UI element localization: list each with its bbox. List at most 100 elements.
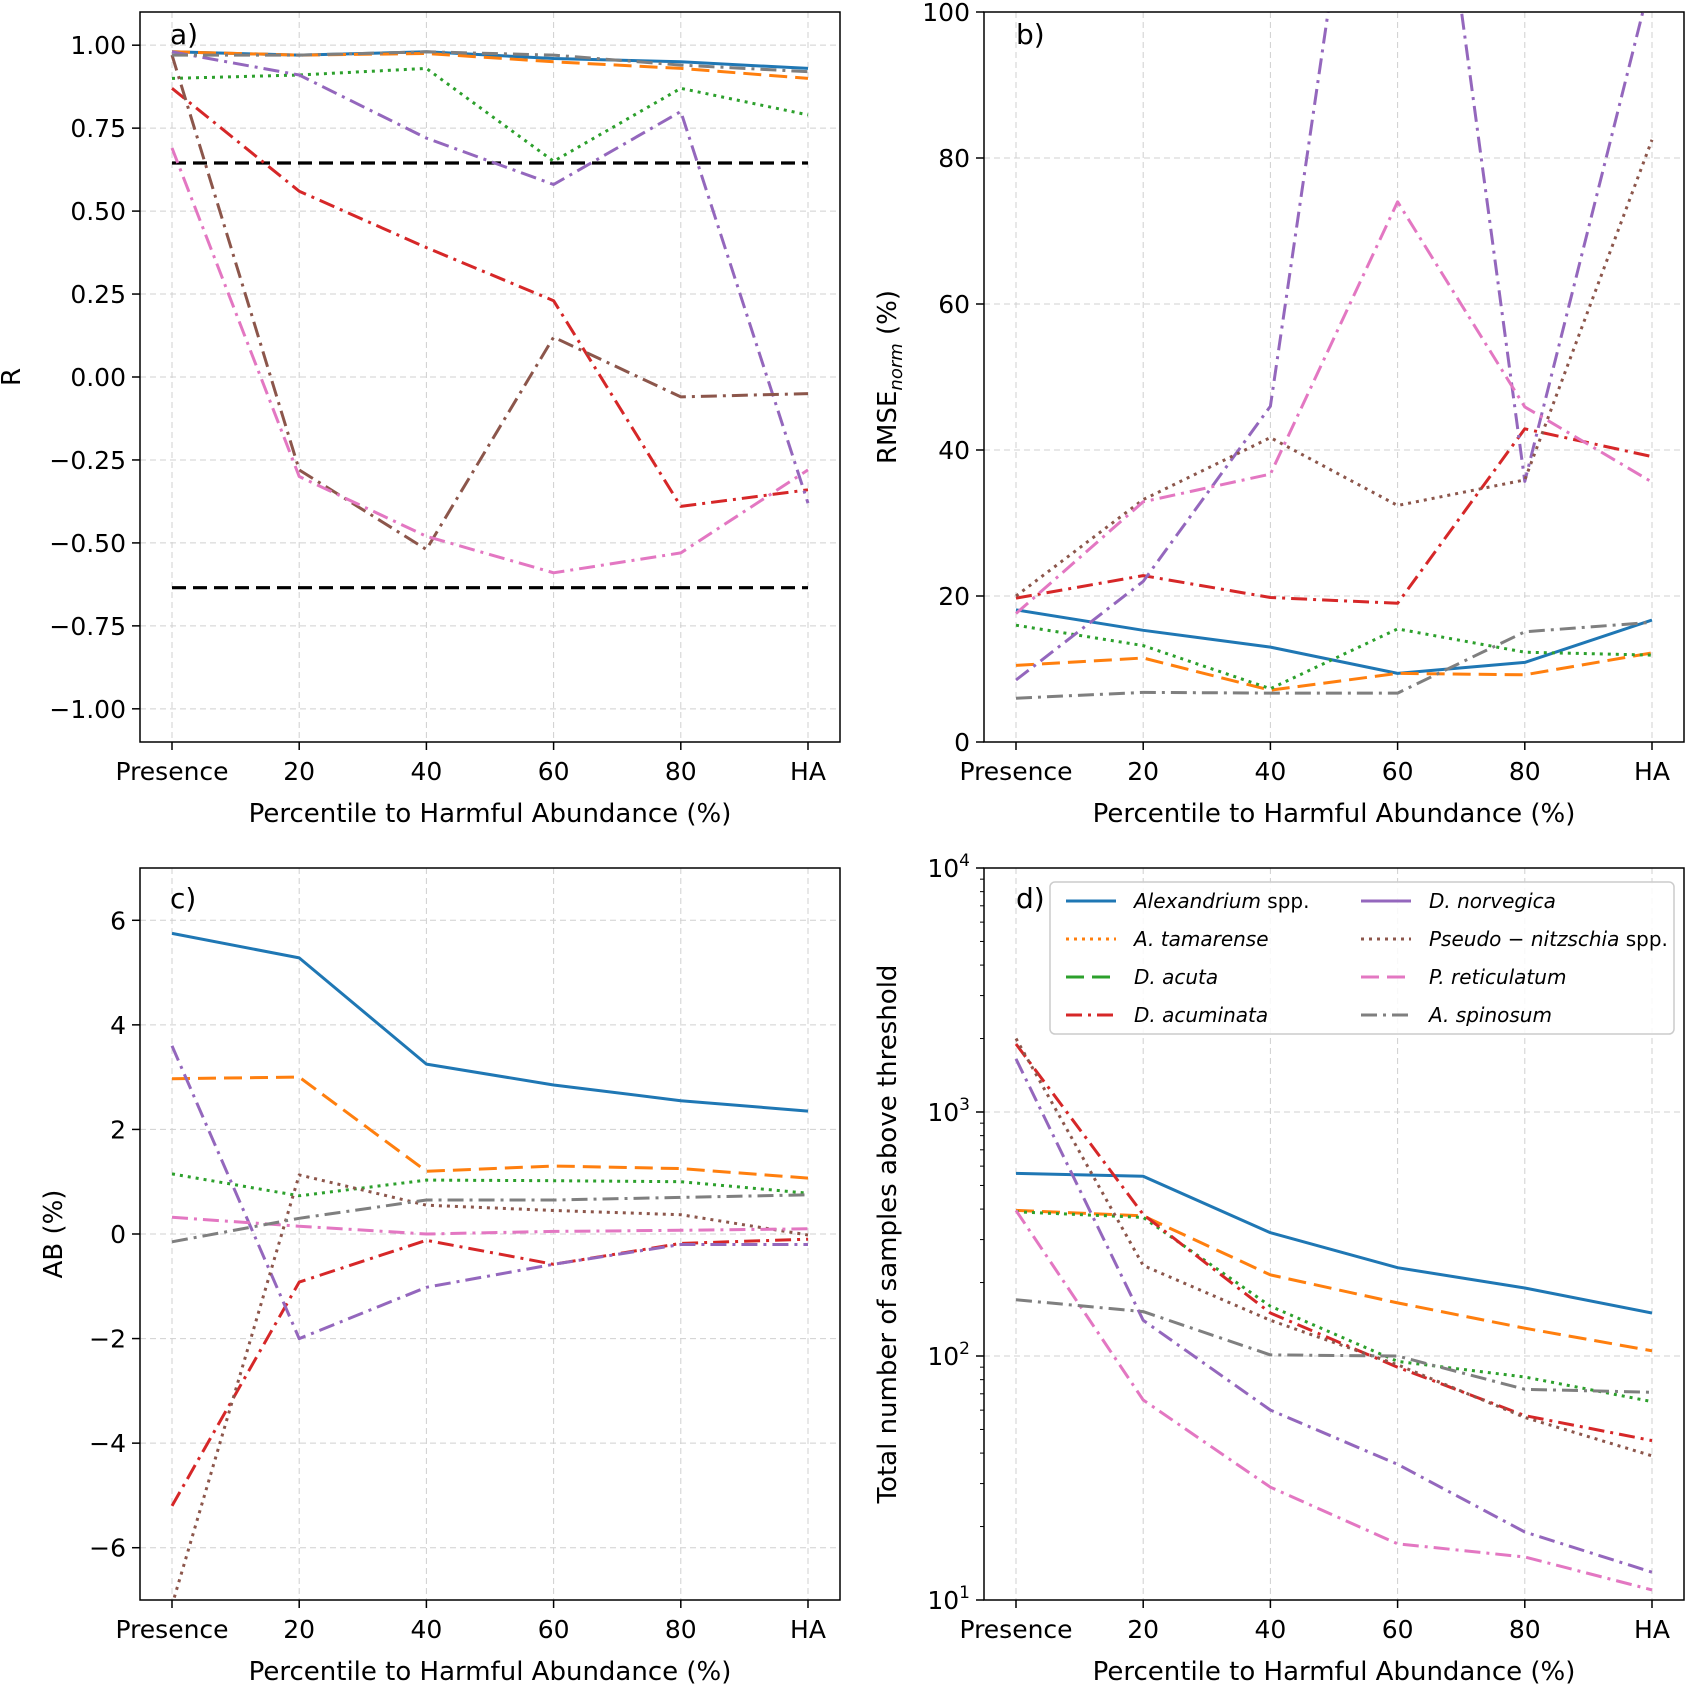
legend-label: D. acuminata	[1134, 1003, 1268, 1027]
y-axis-label: Total number of samples above threshold	[873, 965, 903, 1505]
series-line-2	[1015, 651, 1653, 692]
y-axis-label: RMSEnorm (%)	[873, 290, 907, 464]
x-tick-label: 80	[665, 757, 697, 786]
grid	[984, 11, 1684, 743]
series-line-3	[1015, 623, 1653, 691]
y-tick-label: 0	[110, 1220, 126, 1249]
series-line-7	[171, 1215, 809, 1236]
series-line-1	[1015, 1171, 1653, 1315]
x-tick-label: 80	[1509, 757, 1541, 786]
series-group	[1015, 12, 1654, 700]
x-tick-label: Presence	[115, 1615, 228, 1644]
panel-label: d)	[1016, 882, 1045, 915]
x-tick-label: 60	[1382, 1615, 1414, 1644]
series-line-3	[171, 66, 809, 163]
series-line-7	[1014, 1209, 1653, 1592]
legend-label: D. acuta	[1134, 965, 1218, 989]
plot-frame	[983, 867, 1685, 1601]
series-line-2	[1015, 1208, 1653, 1353]
legend-label: Pseudo − nitzschia spp.	[1429, 927, 1668, 951]
x-tick-label: Presence	[959, 1615, 1072, 1644]
x-tick-label: Presence	[959, 757, 1072, 786]
x-axis-label: Percentile to Harmful Abundance (%)	[249, 1657, 732, 1685]
legend-label: Alexandrium spp.	[1132, 889, 1309, 913]
series-line-4	[1014, 1043, 1653, 1443]
series-group	[170, 50, 810, 575]
x-tick-label: HA	[790, 1615, 826, 1644]
y-axis-label: R	[0, 368, 27, 386]
y-tick-label: −2	[89, 1325, 126, 1354]
series-line-5	[170, 1045, 808, 1341]
panel-c: Presence 20 40 60 80 HA −6 −4 −2 0 2 4 6 Percentile t…	[39, 867, 841, 1685]
x-tick-label: 20	[283, 1615, 315, 1644]
y-tick-label: −0.75	[49, 612, 126, 641]
x-tick-label: 40	[1254, 757, 1286, 786]
legend-frame	[1049, 881, 1675, 1035]
y-tick-label: 0.25	[70, 280, 126, 309]
legend-label: A. tamarense	[1132, 927, 1269, 951]
y-tick-label: 6	[110, 906, 126, 935]
y-tick-label: 104	[927, 851, 970, 883]
series-line-6	[170, 54, 809, 551]
y-tick-label: 0.00	[70, 363, 126, 392]
series-line-1	[171, 931, 809, 1113]
series-line-8	[1015, 1298, 1653, 1394]
y-tick-label: 2	[110, 1115, 126, 1144]
panel-d: Presence 20 40 60 80 HA 101 102 103 104 Percentile…	[873, 851, 1685, 1685]
y-tick-label: −6	[89, 1534, 126, 1563]
y-axis-label: AB (%)	[39, 1190, 69, 1279]
y-tick-label: 0.75	[70, 114, 126, 143]
y-tick-label: 0	[954, 728, 970, 757]
x-tick-label: HA	[1634, 1615, 1670, 1644]
series-line-4	[170, 1237, 809, 1507]
y-tick-label: 102	[927, 1339, 970, 1371]
y-tick-label: 20	[938, 582, 970, 611]
series-line-6	[1014, 1037, 1653, 1458]
legend: Alexandrium spp. A. tamarense D. acuta D. a…	[1049, 881, 1675, 1035]
x-axis-label: Percentile to Harmful Abundance (%)	[1093, 1657, 1576, 1685]
series-line-8	[171, 1193, 809, 1244]
series-line-3	[171, 1172, 809, 1198]
y-tick-label: −4	[89, 1429, 126, 1458]
panel-a: Presence 20 40 60 80 HA −1.00 −0.75 −0.50 −0.25 0.…	[0, 11, 841, 829]
series-group	[1014, 1037, 1653, 1592]
y-tick-label: 103	[927, 1095, 970, 1127]
series-line-5	[1014, 1058, 1653, 1574]
series-line-5	[1015, 12, 1645, 682]
y-tick-label: 0.50	[70, 197, 126, 226]
x-axis-label: Percentile to Harmful Abundance (%)	[1093, 799, 1576, 829]
x-tick-label: 80	[1509, 1615, 1541, 1644]
x-tick-label: 40	[410, 757, 442, 786]
series-line-7	[1015, 200, 1653, 615]
series-line-2	[171, 1075, 809, 1180]
x-tick-label: 40	[1254, 1615, 1286, 1644]
x-axis-label: Percentile to Harmful Abundance (%)	[249, 799, 732, 829]
panel-b: Presence 20 40 60 80 HA 0 20 40 60 80 100 Percentile…	[873, 0, 1685, 829]
y-tick-label: −0.25	[49, 446, 126, 475]
series-line-4	[171, 87, 809, 508]
series-group	[170, 931, 809, 1600]
series-line-5	[171, 50, 810, 504]
y-tick-label: 60	[938, 290, 970, 319]
y-tick-label: 4	[110, 1011, 126, 1040]
y-tick-label: 100	[922, 0, 970, 27]
series-line-6	[171, 1173, 809, 1600]
x-tick-label: 20	[1127, 757, 1159, 786]
series-line-8	[1015, 620, 1653, 700]
y-tick-label: 80	[938, 144, 970, 173]
y-tick-label: −0.50	[49, 529, 126, 558]
x-tick-label: 80	[665, 1615, 697, 1644]
series-line-4	[1015, 427, 1653, 605]
series-line-6	[1015, 139, 1654, 598]
y-tick-label: −1.00	[49, 695, 126, 724]
x-tick-label: HA	[1634, 757, 1670, 786]
legend-label: D. norvegica	[1429, 889, 1556, 913]
x-tick-label: Presence	[115, 757, 228, 786]
series-line-7	[170, 147, 809, 575]
x-tick-label: 60	[538, 1615, 570, 1644]
plot-frame	[983, 11, 1685, 743]
x-tick-label: 20	[283, 757, 315, 786]
x-tick-label: 60	[1382, 757, 1414, 786]
series-line-3	[1015, 1210, 1653, 1404]
